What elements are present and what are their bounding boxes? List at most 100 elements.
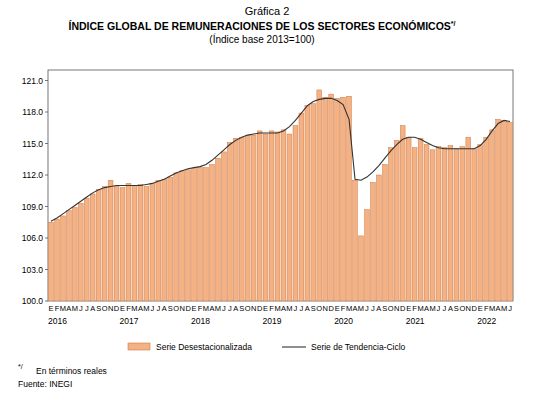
bar xyxy=(472,149,477,301)
subtitle: (Índice base 2013=100) xyxy=(209,33,314,45)
x-tick-label: E xyxy=(263,304,268,313)
bar xyxy=(454,149,459,301)
bar xyxy=(245,135,250,301)
y-tick-label: 106.0 xyxy=(22,233,44,243)
x-tick-label: E xyxy=(478,304,483,313)
bar xyxy=(221,152,226,301)
x-tick-label: M xyxy=(215,304,221,313)
y-tick-label: 115.0 xyxy=(22,139,43,149)
x-tick-label: S xyxy=(454,304,459,313)
x-tick-label: J xyxy=(156,304,160,313)
x-tick-label: A xyxy=(66,304,71,313)
y-tick xyxy=(45,206,48,207)
x-tick-label: J xyxy=(79,304,83,313)
x-tick-label: M xyxy=(429,304,435,313)
x-tick-label: D xyxy=(185,304,191,313)
bar xyxy=(72,208,77,301)
year-label: 2018 xyxy=(191,316,210,326)
bar xyxy=(192,169,197,301)
bar xyxy=(78,203,83,301)
x-tick-label: J xyxy=(228,304,232,313)
trend-line xyxy=(51,98,510,221)
plot-marks xyxy=(49,90,513,301)
x-tick-label: O xyxy=(245,304,251,313)
bar xyxy=(376,175,381,301)
x-tick-label: D xyxy=(114,304,120,313)
bar xyxy=(90,194,95,301)
x-tick-label: E xyxy=(406,304,411,313)
x-tick-label: D xyxy=(472,304,478,313)
x-tick-label: J xyxy=(294,304,298,313)
y-tick-label: 109.0 xyxy=(22,202,44,212)
bar xyxy=(305,106,310,301)
x-tick-label: S xyxy=(311,304,316,313)
bar xyxy=(508,123,513,302)
bar xyxy=(394,140,399,301)
bar xyxy=(156,180,161,301)
y-tick xyxy=(45,301,48,302)
y-tick xyxy=(45,175,48,176)
bar xyxy=(138,184,143,301)
bar xyxy=(96,190,101,301)
year-label: 2016 xyxy=(48,316,67,326)
x-tick-label: J xyxy=(85,304,89,313)
x-tick-label: S xyxy=(96,304,101,313)
x-tick-label: A xyxy=(90,304,95,313)
x-tick-label: A xyxy=(496,304,501,313)
bar xyxy=(365,210,370,301)
x-tick-label: M xyxy=(489,304,495,313)
chart: Gráfica 2ÍNDICE GLOBAL DE REMUNERACIONES… xyxy=(0,0,535,397)
x-tick-label: A xyxy=(353,304,358,313)
bar xyxy=(84,198,89,301)
bar xyxy=(275,132,280,301)
x-tick-label: A xyxy=(305,304,310,313)
y-tick xyxy=(45,80,48,81)
x-tick-label: N xyxy=(108,304,113,313)
bar xyxy=(460,147,465,301)
x-tick-label: M xyxy=(72,304,78,313)
x-tick-label: E xyxy=(192,304,197,313)
note: En términos reales xyxy=(36,366,107,376)
x-tick-label: N xyxy=(394,304,399,313)
bar xyxy=(424,145,429,301)
bar xyxy=(150,183,155,301)
x-tick-label: D xyxy=(400,304,406,313)
bar xyxy=(233,138,238,301)
x-tick-label: A xyxy=(281,304,286,313)
bar xyxy=(204,168,209,301)
x-tick-label: A xyxy=(209,304,214,313)
x-tick-label: M xyxy=(346,304,352,313)
bar xyxy=(418,138,423,301)
y-tick xyxy=(45,238,48,239)
y-tick-label: 100.0 xyxy=(22,296,44,306)
year-label: 2019 xyxy=(263,316,282,326)
bar xyxy=(263,134,268,301)
bar xyxy=(251,135,256,301)
x-tick-label: O xyxy=(459,304,465,313)
x-tick-label: E xyxy=(120,304,125,313)
y-tick xyxy=(45,143,48,144)
x-tick-label: M xyxy=(131,304,137,313)
bar xyxy=(49,222,54,301)
y-tick-label: 103.0 xyxy=(22,265,44,275)
x-tick-label: S xyxy=(239,304,244,313)
bar xyxy=(227,142,232,301)
bar xyxy=(323,97,328,301)
year-label: 2017 xyxy=(120,316,139,326)
x-tick-label: J xyxy=(365,304,369,313)
x-tick-label: A xyxy=(424,304,429,313)
bar xyxy=(186,170,191,301)
bar xyxy=(168,177,173,301)
x-tick-label: A xyxy=(448,304,453,313)
x-tick-label: N xyxy=(466,304,471,313)
legend-label: Serie de Tendencia-Ciclo xyxy=(311,342,406,352)
title-text: ÍNDICE GLOBAL DE REMUNERACIONES DE LOS S… xyxy=(69,20,451,32)
bar xyxy=(371,182,376,301)
y-tick-label: 121.0 xyxy=(22,76,44,86)
bar xyxy=(311,104,316,301)
x-tick-label: J xyxy=(150,304,154,313)
bar xyxy=(341,97,346,301)
x-tick-label: J xyxy=(222,304,226,313)
legend-swatch xyxy=(128,343,150,350)
bar xyxy=(329,94,334,301)
